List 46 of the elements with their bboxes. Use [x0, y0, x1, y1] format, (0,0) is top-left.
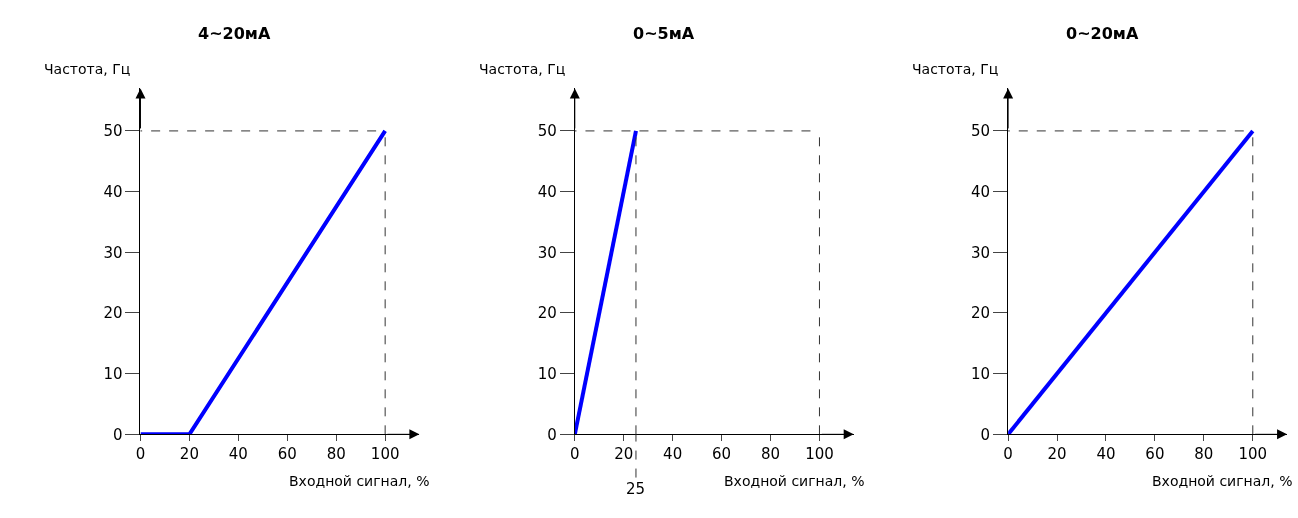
- y-tick-label: 40: [537, 182, 557, 201]
- y-tick-label: 40: [103, 182, 123, 201]
- chart-title: 4~20мА: [198, 24, 271, 43]
- x-tick-label: 100: [370, 445, 400, 464]
- y-tick-label: 10: [971, 364, 991, 383]
- y-tick-label: 0: [112, 425, 123, 444]
- y-tick-label: 20: [537, 304, 557, 323]
- x-tick-label: 80: [760, 445, 781, 464]
- x-tick-label: 60: [277, 445, 297, 464]
- y-axis-title: Частота, Гц: [44, 61, 131, 77]
- x-tick-label: 20: [614, 445, 634, 464]
- x-axis-title: Входной сигнал, %: [1152, 473, 1293, 489]
- x-tick-label: 60: [1145, 445, 1165, 464]
- x-tick-label: 100: [1238, 445, 1268, 464]
- y-tick-label: 40: [971, 182, 991, 201]
- x-tick-label: 60: [712, 445, 732, 464]
- y-tick-label: 50: [971, 122, 991, 141]
- y-tick-label: 20: [971, 304, 991, 323]
- x-tick-label: 20: [1047, 445, 1067, 464]
- x-tick-label: 0: [1003, 445, 1013, 464]
- x-tick-label: 100: [805, 445, 834, 464]
- chart-title: 0~20мА: [1066, 24, 1139, 43]
- x-axis-title: Входной сигнал, %: [724, 473, 865, 489]
- x-tick-label: 40: [663, 445, 683, 464]
- x-tick-label: 80: [326, 445, 346, 464]
- y-tick-label: 0: [547, 425, 557, 444]
- x-tick-label: 0: [135, 445, 146, 464]
- y-tick-label: 30: [537, 243, 557, 262]
- y-tick-label: 30: [971, 243, 991, 262]
- y-tick-label: 10: [537, 364, 557, 383]
- y-tick-label: 10: [103, 364, 123, 383]
- y-axis-title: Частота, Гц: [479, 61, 566, 77]
- x-tick-label: 20: [179, 445, 199, 464]
- y-tick-label: 30: [103, 243, 123, 262]
- x-axis-title: Входной сигнал, %: [289, 473, 430, 489]
- x-tick-label: 0: [570, 445, 580, 464]
- ref-line-label: 25: [626, 480, 646, 498]
- y-axis-title: Частота, Гц: [912, 61, 999, 77]
- x-tick-label: 40: [228, 445, 248, 464]
- y-tick-label: 50: [537, 122, 557, 141]
- y-tick-label: 50: [103, 122, 123, 141]
- chart-title: 0~5мА: [633, 24, 695, 43]
- y-tick-label: 0: [980, 425, 991, 444]
- x-tick-label: 40: [1096, 445, 1116, 464]
- y-tick-label: 20: [103, 304, 123, 323]
- x-tick-label: 80: [1194, 445, 1214, 464]
